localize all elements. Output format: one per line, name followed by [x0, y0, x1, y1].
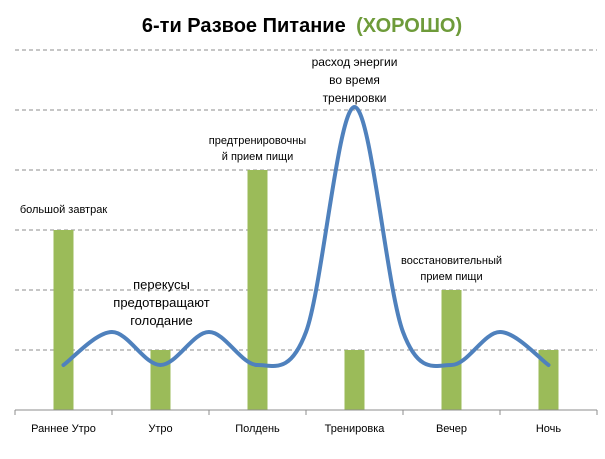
annotation: перекусы предотвращают голодание [113, 277, 209, 328]
x-tick-label: Тренировка [325, 423, 386, 435]
annotation-line: большой завтрак [20, 204, 108, 216]
chart-title-accent: (ХОРОШО) [356, 15, 462, 37]
annotation: восстановительный прием пищи [401, 255, 502, 283]
bar [150, 350, 171, 410]
annotation-line: восстановительный [401, 255, 502, 267]
gridlines [15, 49, 597, 351]
chart-title-main: 6-ти Развое Питание [142, 15, 346, 37]
annotations: большой завтрак перекусы предотвращают голо… [20, 55, 502, 328]
annotation: большой завтрак [20, 204, 108, 216]
chart-title: 6-ти Развое Питание (ХОРОШО) [142, 15, 462, 37]
annotation-line: тренировки [323, 91, 387, 105]
x-axis: Раннее Утро Утро Полдень Тренировка Вечер Ноч… [14, 409, 598, 435]
annotation-line: й прием пищи [222, 151, 293, 163]
energy-curve-layer [61, 105, 551, 368]
annotation-line: расход энергии [312, 55, 398, 69]
annotation-line: голодание [130, 313, 193, 328]
x-tick-label: Полдень [235, 423, 280, 435]
bar [441, 290, 462, 410]
annotation: предтренировочны й прием пищи [209, 135, 306, 163]
energy-curve [61, 105, 551, 368]
x-tick-label: Ночь [536, 423, 562, 435]
annotation: расход энергии во время тренировки [312, 55, 398, 105]
annotation-line: во время [329, 73, 380, 87]
bar [53, 230, 74, 410]
bar [538, 350, 559, 410]
x-tick-label: Раннее Утро [31, 423, 96, 435]
annotation-line: прием пищи [420, 271, 482, 283]
annotation-line: предтренировочны [209, 135, 306, 147]
bar [247, 170, 268, 410]
x-tick-label: Вечер [436, 423, 467, 435]
annotation-line: предотвращают [113, 295, 209, 310]
x-tick-label: Утро [148, 423, 172, 435]
bars [53, 170, 559, 410]
annotation-line: перекусы [133, 277, 190, 292]
bar [344, 350, 365, 410]
